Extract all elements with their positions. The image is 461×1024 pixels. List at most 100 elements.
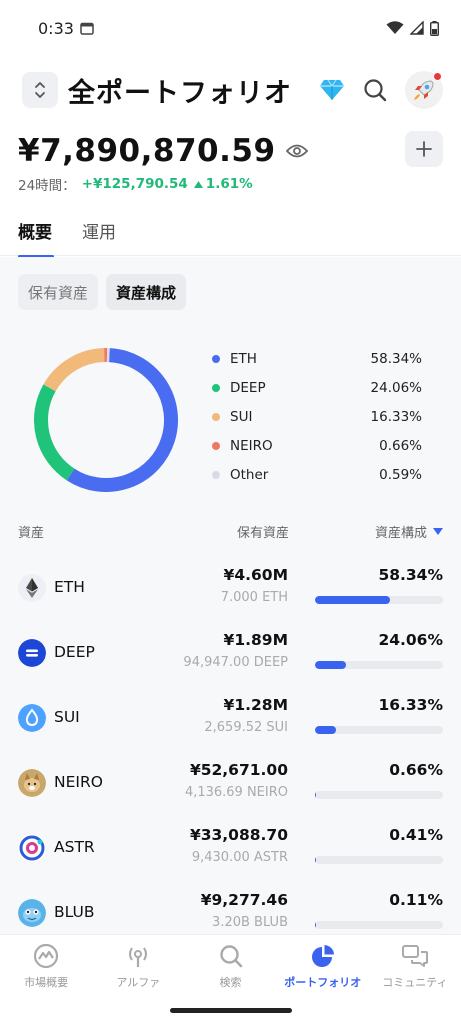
view-chips: 保有資産 資産構成 (18, 274, 187, 310)
tab-operation[interactable]: 運用 (82, 223, 116, 243)
deep-icon (18, 639, 46, 667)
signal-icon (410, 21, 424, 35)
nav-alpha[interactable]: アルファ (92, 935, 184, 1000)
composition-bar-fill (315, 856, 317, 864)
portfolio-switcher-button[interactable] (22, 72, 58, 108)
calendar-icon (80, 22, 94, 35)
rocket-icon (414, 80, 434, 100)
legend-label: SUI (230, 408, 253, 425)
donut-slice-eth (66, 348, 178, 492)
asset-percent: 24.06% (378, 631, 443, 649)
legend-value: 24.06% (370, 379, 422, 396)
add-button[interactable] (405, 131, 443, 167)
legend-value: 0.59% (379, 466, 422, 483)
neiro-icon (18, 769, 46, 797)
donut-slice-deep (34, 384, 75, 481)
legend-item: NEIRO 0.66% (212, 431, 422, 460)
nav-search[interactable]: 検索 (184, 935, 276, 1000)
change-percent-group: 1.61% (193, 176, 253, 192)
page-title: 全ポートフォリオ (68, 77, 292, 109)
community-icon (401, 945, 428, 967)
chip-holdings[interactable]: 保有資産 (18, 274, 99, 310)
bottom-nav: 市場概要 アルファ 検索 ポートフォリオ コミュニティ (0, 934, 461, 1000)
column-holding[interactable]: 保有資産 (236, 526, 289, 541)
legend-value: 0.66% (379, 437, 422, 454)
chart-legend: ETH 58.34% DEEP 24.06% SUI 16.33% NEIRO … (212, 344, 422, 489)
triangle-up-icon (193, 180, 203, 188)
notification-dot (433, 72, 442, 81)
search-icon[interactable] (363, 78, 387, 102)
composition-bar (315, 921, 443, 929)
asset-row[interactable]: BLUB ¥9,277.46 3.20B BLUB 0.11% (18, 891, 443, 955)
asset-row[interactable]: SUI ¥1.28M 2,659.52 SUI 16.33% (18, 696, 443, 760)
asset-value: ¥1.28M (223, 696, 288, 714)
asset-symbol: BLUB (54, 903, 95, 921)
composition-bar (315, 661, 443, 669)
tab-overview[interactable]: 概要 (18, 218, 54, 258)
composition-bar-fill (315, 921, 317, 929)
asset-amount: 94,947.00 DEEP (183, 655, 288, 670)
nav-community[interactable]: コミュニティ (369, 935, 461, 1000)
legend-value: 58.34% (370, 350, 422, 367)
legend-item: ETH 58.34% (212, 344, 422, 373)
avatar-button[interactable] (405, 71, 443, 109)
nav-portfolio[interactable]: ポートフォリオ (277, 935, 369, 1000)
legend-swatch (212, 354, 220, 363)
asset-symbol: ASTR (54, 838, 95, 856)
battery-icon (430, 20, 439, 36)
blub-icon (18, 899, 46, 927)
astr-icon (18, 834, 46, 862)
donut-slice-sui (43, 348, 105, 392)
composition-bar (315, 856, 443, 864)
composition-bar-fill (315, 661, 346, 669)
change-label: 24時間： (18, 178, 76, 194)
legend-item: Other 0.59% (212, 460, 422, 489)
asset-percent: 0.66% (389, 761, 443, 779)
asset-row[interactable]: ETH ¥4.60M 7.000 ETH 58.34% (18, 566, 443, 630)
asset-row[interactable]: NEIRO ¥52,671.00 4,136.69 NEIRO 0.66% (18, 761, 443, 825)
sui-icon (18, 704, 46, 732)
legend-label: NEIRO (230, 437, 273, 454)
asset-percent: 58.34% (378, 566, 443, 584)
asset-symbol: DEEP (54, 643, 95, 661)
asset-value: ¥1.89M (223, 631, 288, 649)
legend-label: Other (230, 466, 269, 483)
composition-bar-fill (315, 791, 317, 799)
legend-label: ETH (230, 350, 257, 367)
column-composition[interactable]: 資産構成 (375, 522, 443, 541)
change-amount: +¥125,790.54 (81, 176, 188, 192)
change-percent: 1.61% (205, 176, 253, 192)
status-icons (386, 20, 439, 36)
header: 全ポートフォリオ (0, 64, 461, 116)
column-asset[interactable]: 資産 (18, 526, 45, 541)
asset-symbol: SUI (54, 708, 80, 726)
nav-market[interactable]: 市場概要 (0, 935, 92, 1000)
plus-icon (416, 141, 432, 157)
legend-item: SUI 16.33% (212, 402, 422, 431)
nav-label: ポートフォリオ (284, 976, 362, 989)
nav-label: 市場概要 (24, 976, 69, 989)
chevron-updown-icon (35, 82, 45, 98)
asset-value: ¥9,277.46 (200, 891, 288, 909)
asset-row[interactable]: ASTR ¥33,088.70 9,430.00 ASTR 0.41% (18, 826, 443, 890)
total-value: ¥7,890,870.59 (18, 133, 276, 169)
asset-amount: 2,659.52 SUI (204, 720, 288, 735)
portfolio-icon (311, 945, 334, 967)
allocation-donut-chart (34, 348, 178, 492)
legend-item: DEEP 24.06% (212, 373, 422, 402)
asset-value: ¥52,671.00 (189, 761, 288, 779)
market-icon (33, 943, 59, 969)
nav-label: 検索 (219, 976, 242, 989)
wifi-icon (386, 21, 404, 34)
asset-symbol: NEIRO (54, 773, 103, 791)
chip-composition[interactable]: 資産構成 (106, 274, 187, 310)
diamond-icon[interactable] (319, 79, 345, 101)
asset-percent: 16.33% (378, 696, 443, 714)
asset-row[interactable]: DEEP ¥1.89M 94,947.00 DEEP 24.06% (18, 631, 443, 695)
eth-icon (18, 574, 46, 602)
asset-percent: 0.41% (389, 826, 443, 844)
asset-amount: 4,136.69 NEIRO (184, 785, 288, 800)
column-composition-label: 資産構成 (374, 526, 427, 541)
asset-amount: 9,430.00 ASTR (191, 850, 288, 865)
eye-icon[interactable] (285, 143, 308, 159)
